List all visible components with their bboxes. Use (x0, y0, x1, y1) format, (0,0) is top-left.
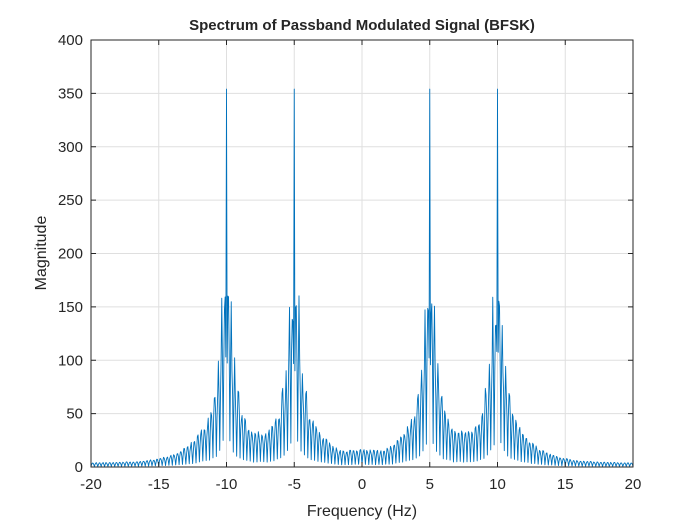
x-axis-label: Frequency (Hz) (307, 503, 417, 520)
y-tick-label: 0 (75, 459, 83, 476)
y-tick-label: 200 (58, 246, 83, 263)
x-tick-label: -10 (216, 476, 238, 493)
axis-ticks (90, 39, 634, 468)
chart-title: Spectrum of Passband Modulated Signal (B… (189, 17, 535, 34)
y-axis-label: Magnitude (33, 216, 50, 291)
x-tick-label: -5 (288, 476, 301, 493)
x-tick-label: 20 (625, 476, 642, 493)
y-tick-label: 400 (58, 32, 83, 49)
y-tick-label: 50 (66, 406, 83, 423)
x-tick-label: 15 (557, 476, 574, 493)
x-tick-label: -20 (80, 476, 102, 493)
x-tick-label: 5 (426, 476, 434, 493)
x-tick-labels: -20 -15 -10 -5 0 5 10 15 20 (80, 476, 641, 493)
y-tick-labels: 0 50 100 150 200 250 300 350 400 (58, 32, 83, 476)
y-tick-label: 300 (58, 139, 83, 156)
x-tick-label: 10 (489, 476, 506, 493)
y-tick-label: 350 (58, 85, 83, 102)
y-tick-label: 250 (58, 192, 83, 209)
x-tick-label: 0 (358, 476, 366, 493)
y-tick-label: 100 (58, 352, 83, 369)
y-tick-label: 150 (58, 299, 83, 316)
x-tick-label: -15 (148, 476, 170, 493)
